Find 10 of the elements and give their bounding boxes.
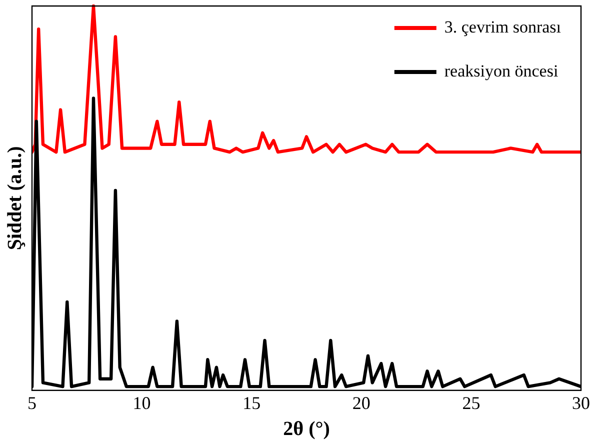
x-axis-title: 2θ (°) (283, 418, 330, 440)
x-tick-label: 5 (28, 392, 36, 413)
x-tick-label: 10 (132, 392, 151, 413)
legend-label: reaksiyon öncesi (444, 61, 558, 80)
x-tick-label: 15 (242, 392, 261, 413)
x-tick-label: 20 (352, 392, 370, 413)
y-axis-title: Şiddet (a.u.) (4, 146, 26, 250)
x-tick-label: 25 (462, 392, 480, 413)
legend-label: 3. çevrim sonrası (444, 17, 562, 36)
x-tick-label: 30 (572, 392, 590, 413)
